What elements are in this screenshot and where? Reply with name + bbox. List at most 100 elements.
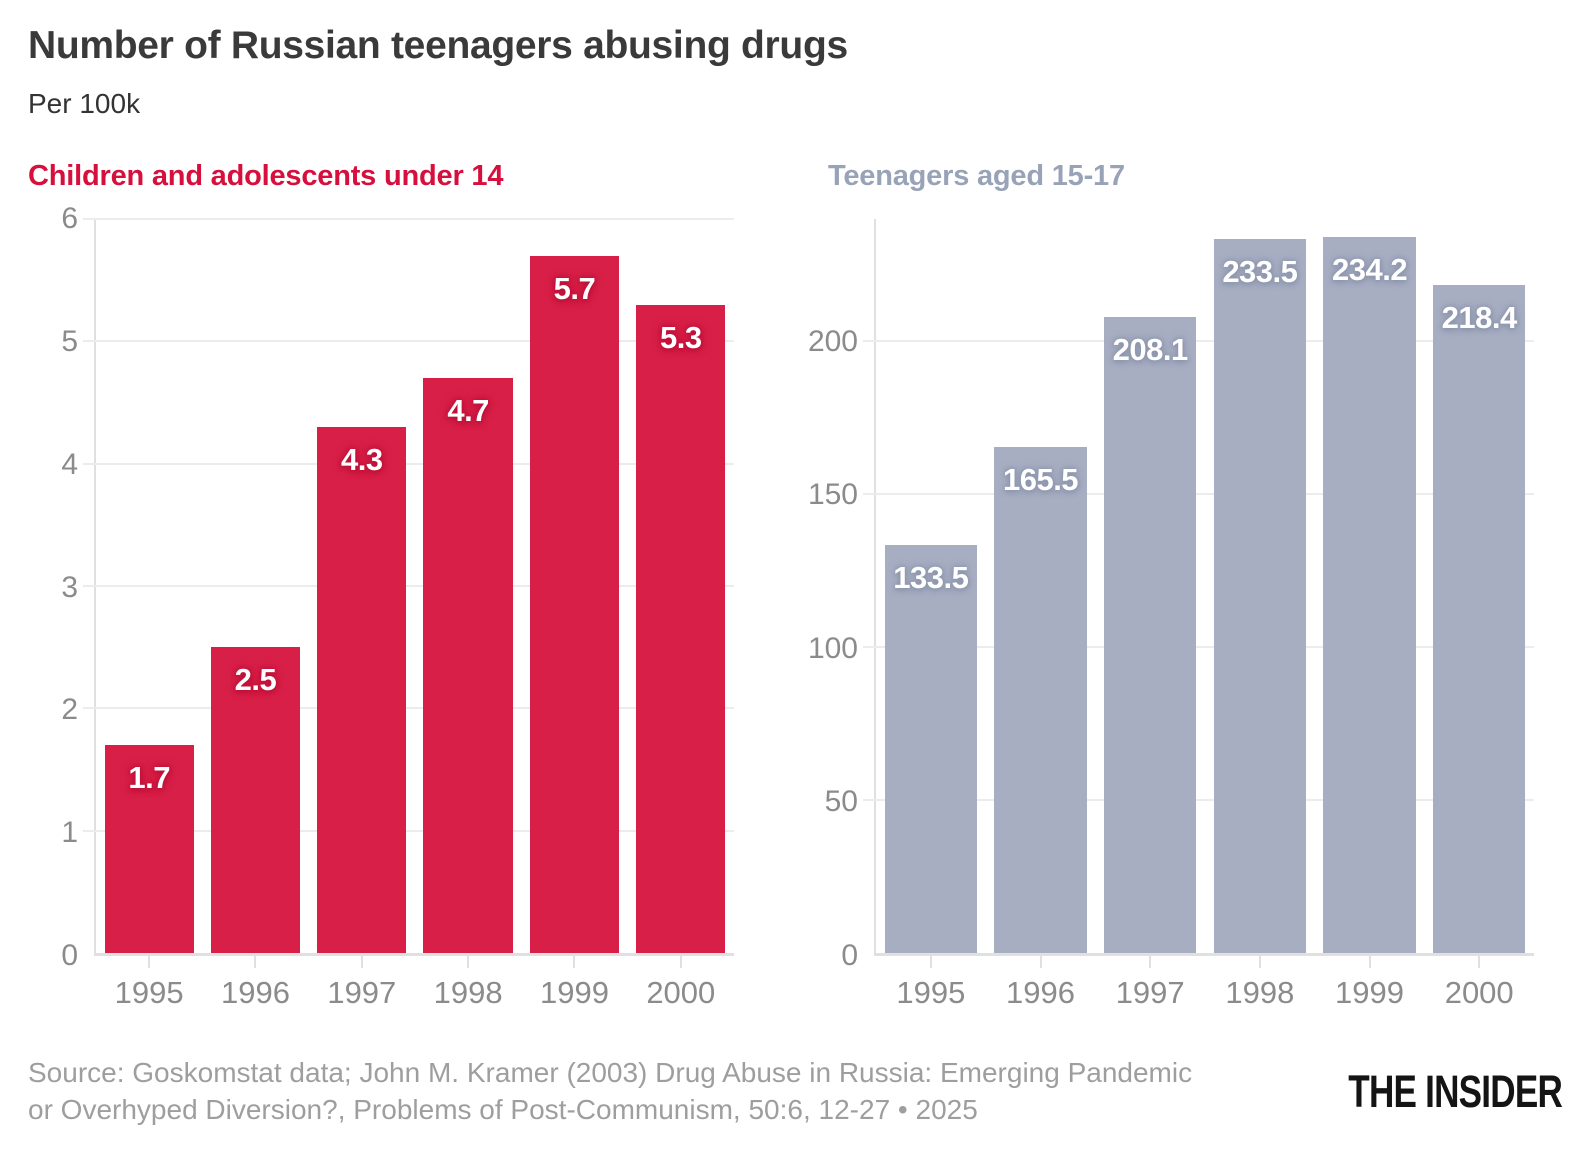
x-tick-label: 1998 [433, 975, 503, 1010]
x-tick-label: 1998 [1225, 975, 1295, 1010]
gridline [863, 799, 1534, 802]
y-tick-label: 3 [61, 570, 78, 604]
gridlines [83, 218, 734, 953]
x-tick: 1995 [876, 956, 986, 1010]
bar-1997: 4.3 [317, 426, 407, 953]
gridline [863, 340, 1534, 343]
bar-slot: 5.3 [628, 219, 734, 953]
footer: Source: Goskomstat data; John M. Kramer … [0, 1054, 1588, 1128]
panel-title-under-14: Children and adolescents under 14 [28, 160, 504, 192]
x-tick-label: 1997 [1115, 975, 1185, 1010]
x-tick-label: 1995 [114, 975, 184, 1010]
x-tick-mark [1368, 956, 1371, 968]
source-line-1: Source: Goskomstat data; John M. Kramer … [28, 1057, 1193, 1089]
bar-slot: 2.5 [202, 219, 308, 953]
bar-value-label: 5.7 [553, 270, 596, 306]
x-tick: 1998 [415, 956, 521, 1010]
x-tick-mark [929, 956, 932, 968]
bar-value-label: 218.4 [1441, 300, 1518, 336]
bar-slot: 208.1 [1095, 219, 1205, 953]
bar-value-label: 4.3 [341, 441, 383, 477]
bar-slot: 234.2 [1315, 219, 1425, 953]
x-axis: 1995 1996 1997 1998 1999 2000 [96, 956, 734, 1010]
bar-value-label: 4.7 [447, 393, 489, 429]
x-tick: 2000 [628, 956, 734, 1010]
bar-slot: 233.5 [1205, 219, 1315, 953]
x-tick-label: 1997 [327, 975, 397, 1010]
bar-slot: 4.7 [415, 219, 521, 953]
header: Number of Russian teenagers abusing drug… [0, 0, 1588, 120]
x-tick: 1997 [1095, 956, 1205, 1010]
bar-value-label: 208.1 [1112, 331, 1189, 367]
bar-1999: 5.7 [529, 255, 620, 953]
y-tick-label: 6 [61, 202, 78, 235]
y-axis: 0 50 100 150 200 [804, 219, 874, 970]
gridline [83, 707, 734, 710]
x-tick-label: 2000 [1444, 975, 1514, 1010]
bar-1999: 234.2 [1323, 236, 1416, 953]
bar-1996: 165.5 [994, 446, 1087, 953]
bars: 133.5 165.5 208.1 233.5 234.2 218.4 [876, 219, 1534, 953]
bar-2000: 218.4 [1433, 285, 1526, 953]
x-tick-mark [1478, 956, 1481, 968]
bar-1998: 233.5 [1213, 238, 1306, 953]
x-tick: 1998 [1205, 956, 1315, 1010]
x-tick-mark [360, 956, 363, 968]
bar-slot: 5.7 [521, 219, 627, 953]
bar-value-label: 234.2 [1331, 251, 1408, 287]
bar-value-label: 5.3 [659, 319, 702, 355]
x-tick: 1996 [986, 956, 1096, 1010]
bar-1998: 4.7 [423, 378, 513, 953]
bar-1996: 2.5 [210, 647, 301, 953]
y-tick-label: 2 [61, 693, 78, 727]
brand-logo: THE INSIDER [1348, 1066, 1563, 1118]
y-tick-label: 150 [807, 478, 858, 512]
bar-value-label: 1.7 [128, 760, 170, 796]
bar-2000: 5.3 [636, 304, 726, 953]
gridline [863, 646, 1534, 649]
bar-slot: 218.4 [1424, 219, 1534, 953]
y-tick-label: 5 [61, 324, 78, 358]
bar-slot: 1.7 [96, 219, 202, 953]
y-tick-label: 0 [841, 939, 858, 972]
chart-under-14: 0 1 2 3 4 5 6 1.7 2.5 4.3 4.7 5.7 5.3 [28, 204, 734, 971]
page-subtitle: Per 100k [28, 88, 141, 119]
y-tick-label: 100 [807, 631, 858, 665]
gridline [863, 493, 1534, 496]
y-tick-label: 50 [824, 785, 858, 819]
gridline [83, 585, 734, 587]
x-tick-mark [1258, 956, 1261, 968]
x-tick-mark [573, 956, 576, 968]
chart-15-17: 0 50 100 150 200 133.5 165.5 208.1 233.5 234.2 21… [804, 219, 1534, 971]
x-tick: 2000 [1424, 956, 1534, 1010]
x-tick: 1997 [309, 956, 415, 1010]
bar-slot: 133.5 [876, 219, 986, 953]
plot-area: 133.5 165.5 208.1 233.5 234.2 218.4 [863, 219, 1534, 956]
x-tick: 1999 [521, 956, 627, 1010]
x-tick: 1999 [1315, 956, 1425, 1010]
x-tick-label: 1996 [1006, 975, 1075, 1010]
charts-row: Children and adolescents under 14 0 1 2 3 4 5… [0, 160, 1588, 1010]
x-tick-label: 1999 [539, 975, 609, 1010]
panel-title-15-17: Teenagers aged 15-17 [828, 160, 1125, 192]
bar-value-label: 233.5 [1222, 253, 1298, 289]
bar-1995: 133.5 [884, 544, 977, 953]
x-tick-mark [254, 956, 257, 968]
y-tick-label: 0 [61, 939, 78, 972]
x-tick-mark [1039, 956, 1042, 968]
bar-value-label: 133.5 [893, 559, 969, 595]
gridline [83, 829, 734, 832]
y-tick-label: 200 [807, 324, 858, 358]
y-tick-label: 1 [61, 816, 78, 850]
source-note: Source: Goskomstat data; John M. Kramer … [28, 1054, 1192, 1128]
x-tick-mark [467, 956, 470, 968]
y-tick-label: 4 [61, 447, 78, 481]
x-tick-label: 1999 [1335, 975, 1404, 1010]
x-tick-mark [679, 956, 682, 968]
page-title: Number of Russian teenagers abusing drug… [28, 24, 848, 67]
bar-1997: 208.1 [1104, 316, 1197, 953]
bar-1995: 1.7 [104, 745, 194, 953]
x-tick-mark [148, 956, 151, 968]
gridlines [863, 219, 1534, 953]
